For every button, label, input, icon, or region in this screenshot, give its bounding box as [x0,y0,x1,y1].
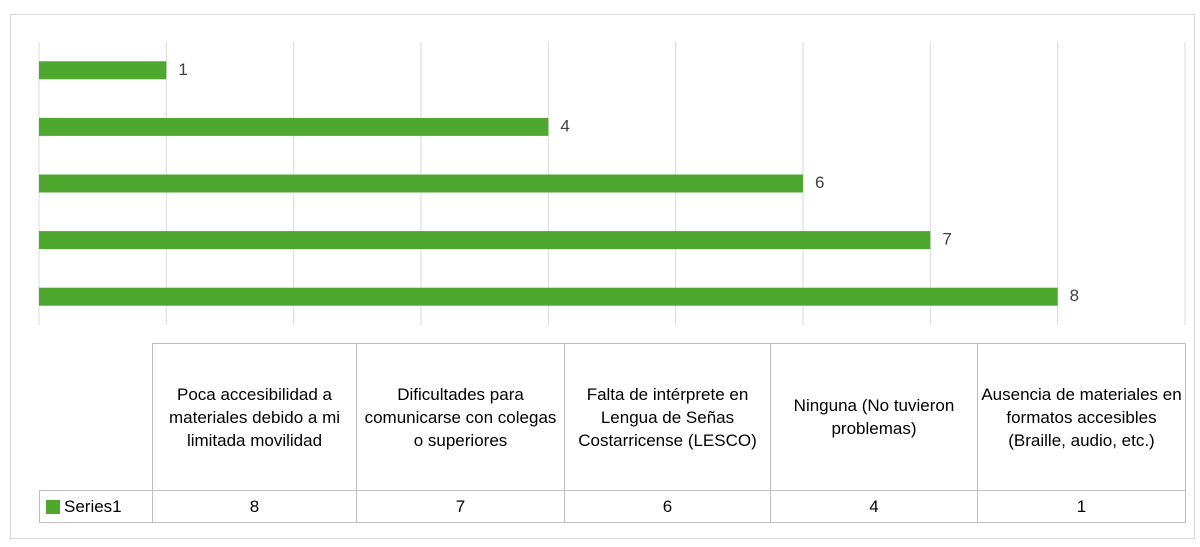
legend-cell-text: Series1 [64,497,122,516]
data-label: 7 [942,230,951,249]
table-header-text: Falta de intérprete en Lengua de Señas C… [578,384,757,450]
table-header: Ausencia de materiales en formatos acces… [977,343,1186,491]
table-value: 8 [152,490,357,523]
table-value: 1 [977,490,1186,523]
legend-cell: Series1 [39,490,153,523]
bar [39,117,549,136]
table-value: 4 [770,490,978,523]
table-value-text: 7 [455,497,466,516]
data-label: 6 [815,173,824,192]
data-label: 8 [1070,286,1079,305]
table-value-text: 8 [249,497,260,516]
table-value-text: 1 [1076,497,1087,516]
legend-key [46,499,60,514]
bar [39,287,1058,306]
table-header-text: Ausencia de materiales en formatos acces… [981,384,1182,450]
table-header-text: Ninguna (No tuvieron problemas) [793,396,955,438]
table-header-text: Dificultades para comunicarse con colega… [364,384,557,450]
table-header: Poca accesibilidad a materiales debido a… [152,343,357,491]
table-value-text: 6 [662,497,673,516]
table-header: Falta de intérprete en Lengua de Señas C… [564,343,771,491]
data-label: 1 [178,60,187,79]
bar [39,61,167,80]
table-header: Ninguna (No tuvieron problemas) [770,343,978,491]
bar [39,174,803,193]
chart-border [10,14,1195,539]
table-value-text: 4 [869,497,879,516]
data-label: 4 [560,116,569,135]
bar [39,231,931,250]
table-header-text: Poca accesibilidad a materiales debido a… [168,384,341,450]
table-header: Dificultades para comunicarse con colega… [356,343,565,491]
table-value: 7 [356,490,565,523]
table-value: 6 [564,490,771,523]
